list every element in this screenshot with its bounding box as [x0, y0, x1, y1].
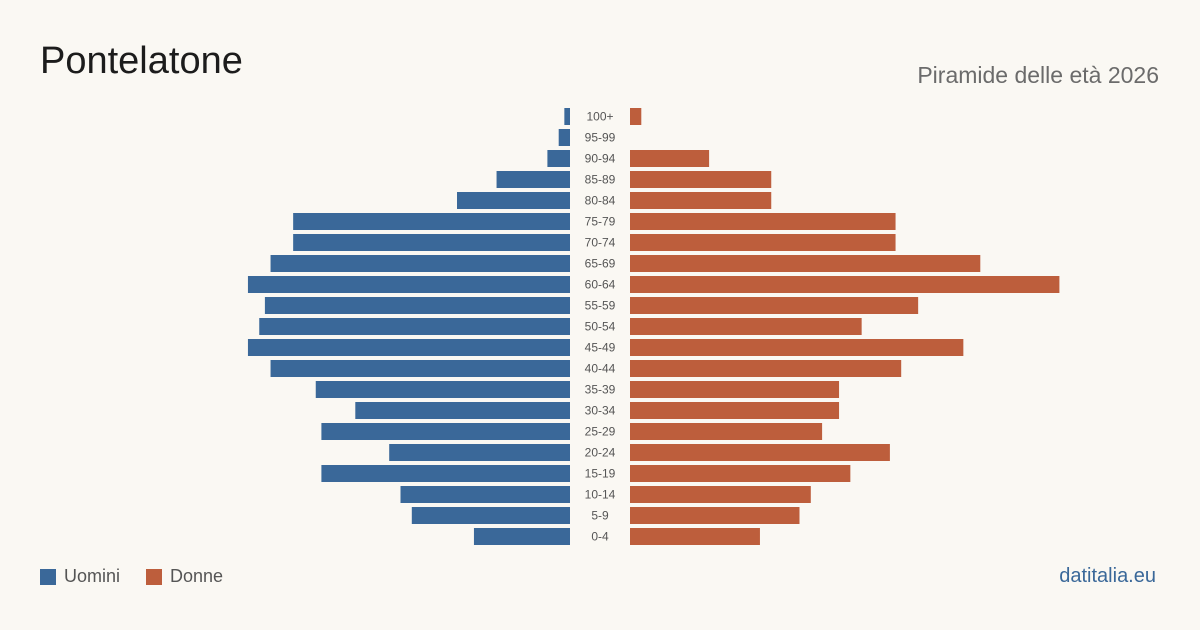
bar-men-45-49: [247, 339, 570, 356]
bar-women-85-89: [630, 171, 772, 188]
age-label-45-49: 45-49: [585, 341, 616, 355]
bar-women-50-54: [630, 318, 862, 335]
bar-men-0-4: [473, 528, 570, 545]
age-label-65-69: 65-69: [585, 257, 616, 271]
bar-men-60-64: [247, 276, 570, 293]
age-label-20-24: 20-24: [585, 446, 616, 460]
legend-swatch-women: [146, 568, 163, 585]
bar-women-30-34: [630, 402, 840, 419]
legend-item-women: Donne: [146, 566, 223, 587]
bar-women-60-64: [630, 276, 1060, 293]
bar-men-80-84: [457, 192, 570, 209]
legend-item-men: Uomini: [40, 566, 120, 587]
bar-men-50-54: [259, 318, 570, 335]
age-label-40-44: 40-44: [585, 362, 616, 376]
bar-men-20-24: [389, 444, 570, 461]
age-label-80-84: 80-84: [585, 194, 616, 208]
bar-women-25-29: [630, 423, 823, 440]
bar-women-90-94: [630, 150, 710, 167]
bar-men-15-19: [321, 465, 570, 482]
bar-women-35-39: [630, 381, 840, 398]
bar-men-5-9: [411, 507, 570, 524]
age-label-75-79: 75-79: [585, 215, 616, 229]
bar-men-75-79: [293, 213, 570, 230]
bar-men-65-69: [270, 255, 570, 272]
age-label-35-39: 35-39: [585, 383, 616, 397]
age-label-30-34: 30-34: [585, 404, 616, 418]
age-label-50-54: 50-54: [585, 320, 616, 334]
bar-women-55-59: [630, 297, 919, 314]
legend-swatch-men: [40, 568, 56, 585]
page-title: Pontelatone: [40, 40, 243, 82]
legend-label-women: Donne: [170, 566, 224, 586]
age-label-15-19: 15-19: [585, 467, 616, 481]
bar-men-70-74: [293, 234, 570, 251]
age-label-5-9: 5-9: [591, 509, 609, 523]
bar-men-35-39: [315, 381, 570, 398]
bar-women-40-44: [630, 360, 902, 377]
chart-subtitle: Piramide delle età 2026: [917, 62, 1159, 88]
age-label-70-74: 70-74: [585, 236, 616, 250]
legend-label-men: Uomini: [64, 566, 121, 586]
bar-men-100+: [564, 108, 570, 125]
bar-women-70-74: [630, 234, 896, 251]
bar-women-0-4: [630, 528, 760, 545]
age-label-85-89: 85-89: [585, 173, 616, 187]
age-label-25-29: 25-29: [585, 425, 616, 439]
bar-men-10-14: [400, 486, 570, 503]
bar-women-65-69: [630, 255, 981, 272]
bar-men-55-59: [264, 297, 570, 314]
bar-women-15-19: [630, 465, 851, 482]
bar-women-20-24: [630, 444, 890, 461]
age-label-0-4: 0-4: [591, 530, 609, 544]
bar-men-25-29: [321, 423, 570, 440]
age-label-95-99: 95-99: [585, 131, 616, 145]
source-link[interactable]: datitalia.eu: [1059, 565, 1156, 587]
bar-men-95-99: [558, 129, 570, 146]
bar-women-5-9: [630, 507, 800, 524]
age-label-10-14: 10-14: [585, 488, 616, 502]
age-label-60-64: 60-64: [585, 278, 616, 292]
age-label-55-59: 55-59: [585, 299, 616, 313]
bar-women-45-49: [630, 339, 964, 356]
bar-men-30-34: [355, 402, 570, 419]
age-label-100+: 100+: [586, 110, 613, 124]
legend: Uomini Donne: [40, 566, 249, 587]
bar-women-10-14: [630, 486, 811, 503]
bar-men-85-89: [496, 171, 570, 188]
bar-women-75-79: [630, 213, 896, 230]
bar-men-40-44: [270, 360, 570, 377]
bar-men-90-94: [547, 150, 570, 167]
bar-women-80-84: [630, 192, 772, 209]
bar-women-100+: [630, 108, 642, 125]
age-label-90-94: 90-94: [585, 152, 616, 166]
